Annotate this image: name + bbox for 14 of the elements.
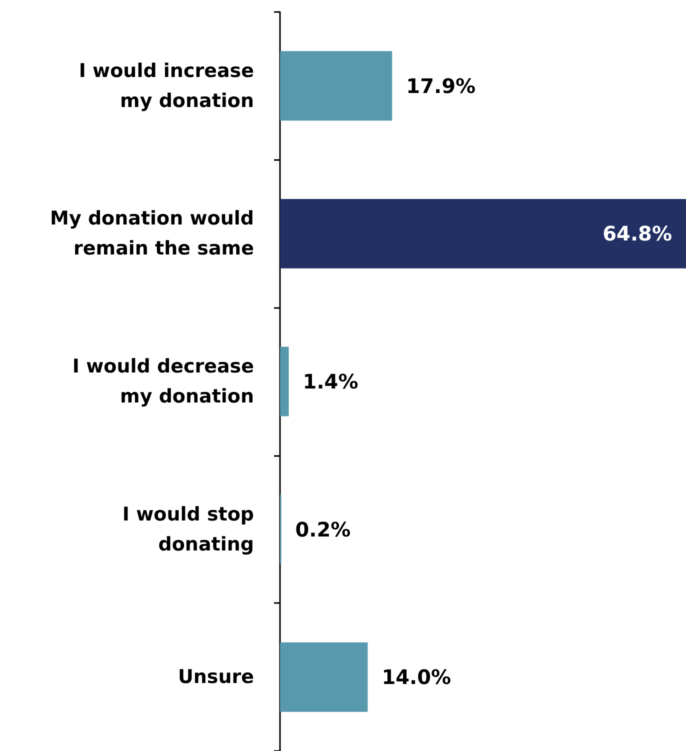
data-label: 0.2% [295, 517, 351, 542]
y-tick-label: I would stop donating [122, 503, 254, 556]
y-tick-label: I would decrease my donation [72, 356, 254, 408]
data-label: 1.4% [302, 370, 358, 394]
bar [280, 346, 289, 416]
data-label: 64.8% [602, 222, 672, 246]
bar [280, 642, 368, 712]
y-tick-label: My donation would remain the same [50, 208, 254, 260]
y-tick-label: I would increase my donation [78, 60, 254, 112]
bar [280, 51, 392, 121]
y-tick-label: Unsure [178, 666, 254, 688]
data-label: 14.0% [382, 665, 452, 690]
data-label: 17.9% [406, 74, 476, 98]
bar [280, 198, 686, 268]
